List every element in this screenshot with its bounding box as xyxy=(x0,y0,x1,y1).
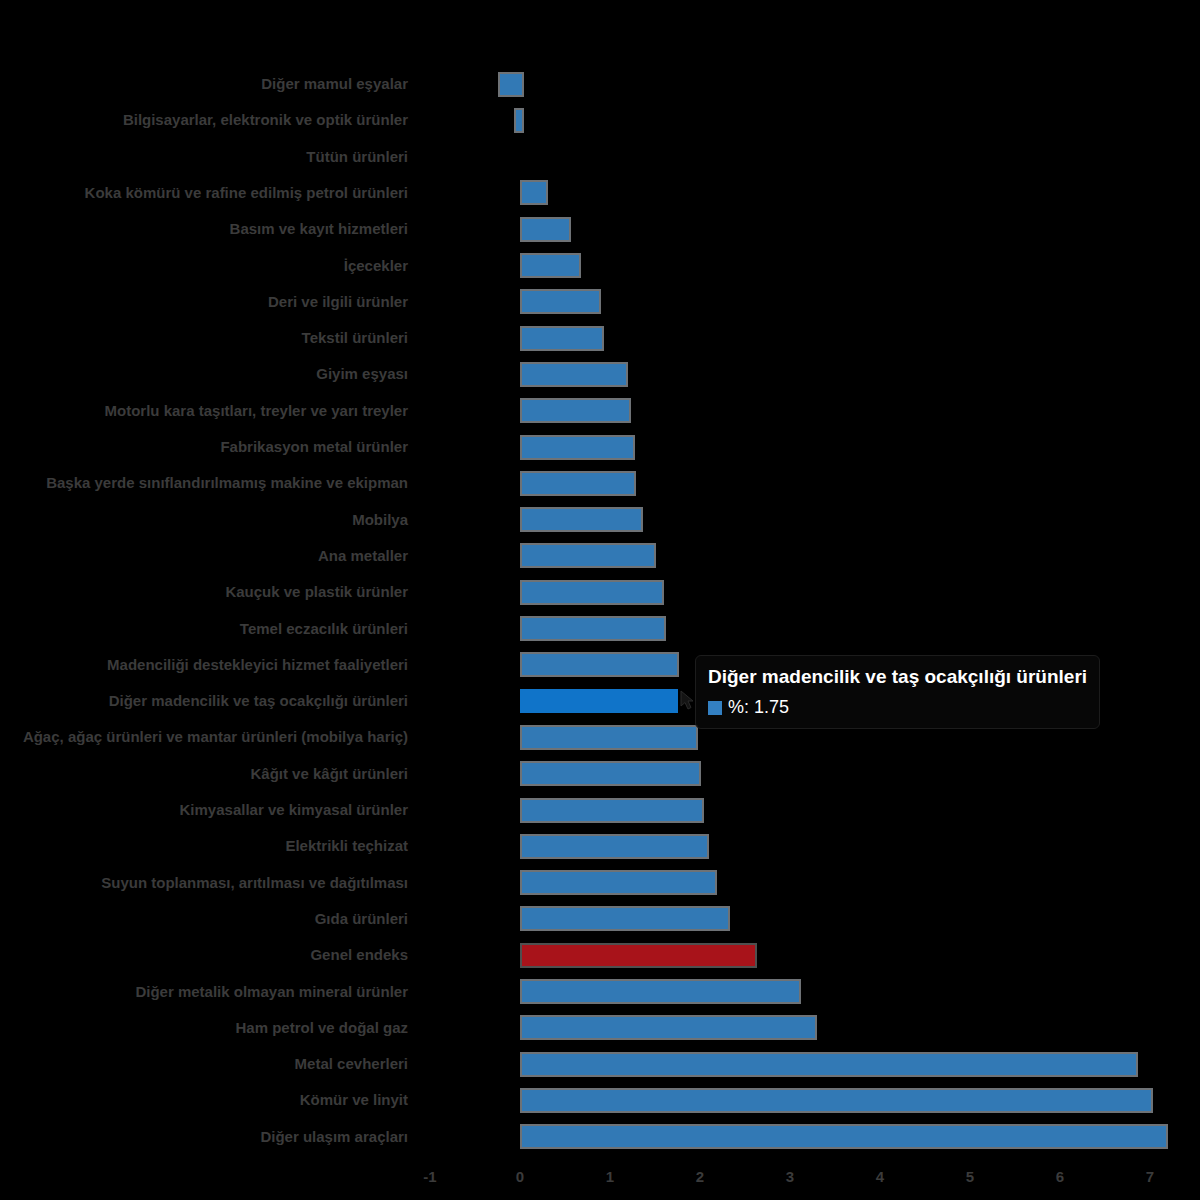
x-axis-tick-label: 4 xyxy=(860,1168,900,1185)
chart-bar[interactable] xyxy=(520,1015,817,1040)
category-label: Elektrikli teçhizat xyxy=(285,836,408,856)
chart-bar[interactable] xyxy=(498,72,525,97)
bar-chart: Diğer mamul eşyalar Bilgisayarlar, elektr… xyxy=(0,0,1200,1200)
category-label: Basım ve kayıt hizmetleri xyxy=(230,219,408,239)
x-axis-tick-label: 1 xyxy=(590,1168,630,1185)
chart-bar-accent[interactable] xyxy=(520,943,757,968)
tooltip-title: Diğer madencilik ve taş ocakçılığı ürünl… xyxy=(708,666,1087,688)
chart-bar[interactable] xyxy=(520,398,631,423)
chart-bar[interactable] xyxy=(520,1088,1153,1113)
chart-bar[interactable] xyxy=(520,798,704,823)
category-label: Mobilya xyxy=(352,510,408,530)
tooltip-value-row: %: 1.75 xyxy=(708,697,1087,718)
category-label: Kauçuk ve plastik ürünler xyxy=(225,582,408,602)
category-label: Suyun toplanması, arıtılması ve dağıtılm… xyxy=(101,873,408,893)
chart-bar[interactable] xyxy=(520,1052,1138,1077)
category-label: Madenciliği destekleyici hizmet faaliyet… xyxy=(107,655,408,675)
category-label: Diğer ulaşım araçları xyxy=(260,1127,408,1147)
category-label: Diğer madencilik ve taş ocakçılığı ürünl… xyxy=(109,691,408,711)
chart-bar[interactable] xyxy=(520,761,701,786)
category-label: İçecekler xyxy=(344,256,408,276)
category-label: Kâğıt ve kâğıt ürünleri xyxy=(250,764,408,784)
category-label: Ana metaller xyxy=(318,546,408,566)
category-label: Motorlu kara taşıtları, treyler ve yarı … xyxy=(105,401,408,421)
category-label: Kimyasallar ve kimyasal ürünler xyxy=(180,800,408,820)
chart-bar-highlighted[interactable] xyxy=(520,689,678,713)
category-label: Koka kömürü ve rafine edilmiş petrol ürü… xyxy=(85,183,408,203)
x-axis-tick-label: 2 xyxy=(680,1168,720,1185)
category-label: Tekstil ürünleri xyxy=(302,328,408,348)
chart-bar[interactable] xyxy=(520,834,709,859)
tooltip: Diğer madencilik ve taş ocakçılığı ürünl… xyxy=(695,655,1100,729)
x-axis-tick-label: 7 xyxy=(1130,1168,1170,1185)
category-label: Genel endeks xyxy=(310,945,408,965)
chart-bar[interactable] xyxy=(514,108,524,133)
x-axis-tick-label: 6 xyxy=(1040,1168,1080,1185)
chart-bar[interactable] xyxy=(520,652,679,677)
chart-bar[interactable] xyxy=(520,326,604,351)
chart-bar[interactable] xyxy=(520,507,643,532)
category-label: Diğer metalik olmayan mineral ürünler xyxy=(135,982,408,1002)
category-label: Giyim eşyası xyxy=(316,364,408,384)
chart-bar[interactable] xyxy=(520,471,636,496)
category-label: Ağaç, ağaç ürünleri ve mantar ürünleri (… xyxy=(23,727,408,747)
chart-bar[interactable] xyxy=(520,725,698,750)
chart-bar[interactable] xyxy=(520,979,801,1004)
chart-bar[interactable] xyxy=(520,616,666,641)
category-label: Bilgisayarlar, elektronik ve optik ürünl… xyxy=(123,110,408,130)
category-label: Diğer mamul eşyalar xyxy=(261,74,408,94)
x-axis-tick-label: 3 xyxy=(770,1168,810,1185)
chart-bar[interactable] xyxy=(520,289,601,314)
chart-bar[interactable] xyxy=(520,217,571,242)
category-label: Temel eczacılık ürünleri xyxy=(240,619,408,639)
x-axis-tick-label: 0 xyxy=(500,1168,540,1185)
category-label: Metal cevherleri xyxy=(295,1054,408,1074)
category-label: Deri ve ilgili ürünler xyxy=(268,292,408,312)
category-label: Ham petrol ve doğal gaz xyxy=(235,1018,408,1038)
chart-bar[interactable] xyxy=(520,180,548,205)
x-axis-tick-label: -1 xyxy=(410,1168,450,1185)
chart-bar[interactable] xyxy=(520,543,656,568)
category-label: Fabrikasyon metal ürünler xyxy=(220,437,408,457)
category-label: Kömür ve linyit xyxy=(300,1090,408,1110)
chart-bar[interactable] xyxy=(520,906,730,931)
x-axis-tick-label: 5 xyxy=(950,1168,990,1185)
category-label: Tütün ürünleri xyxy=(306,147,408,167)
chart-bar[interactable] xyxy=(520,580,664,605)
chart-bar[interactable] xyxy=(520,870,717,895)
chart-bar[interactable] xyxy=(520,253,581,278)
chart-bar[interactable] xyxy=(520,362,628,387)
tooltip-legend-swatch xyxy=(708,701,722,715)
category-label: Gıda ürünleri xyxy=(315,909,408,929)
chart-bar[interactable] xyxy=(520,435,635,460)
mouse-cursor xyxy=(680,690,698,712)
tooltip-value: %: 1.75 xyxy=(728,697,789,718)
category-label: Başka yerde sınıflandırılmamış makine ve… xyxy=(46,473,408,493)
chart-bar[interactable] xyxy=(520,1124,1168,1149)
